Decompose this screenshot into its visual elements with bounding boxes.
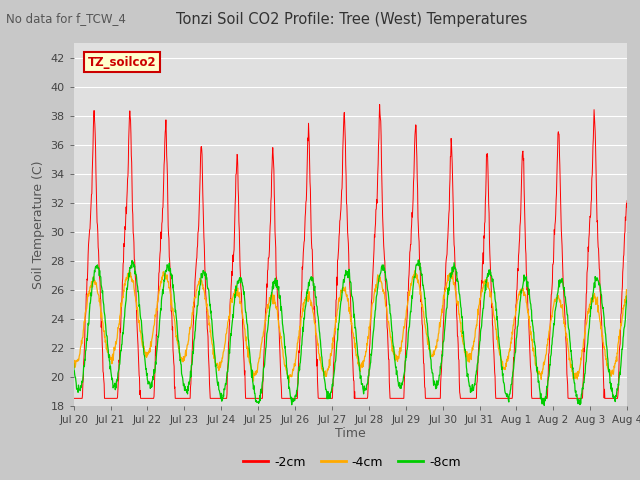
Text: Tonzi Soil CO2 Profile: Tree (West) Temperatures: Tonzi Soil CO2 Profile: Tree (West) Temp… [176, 12, 528, 27]
Legend: -2cm, -4cm, -8cm: -2cm, -4cm, -8cm [238, 451, 466, 474]
Y-axis label: Soil Temperature (C): Soil Temperature (C) [32, 160, 45, 288]
Text: No data for f_TCW_4: No data for f_TCW_4 [6, 12, 126, 25]
X-axis label: Time: Time [335, 427, 366, 441]
Text: TZ_soilco2: TZ_soilco2 [88, 56, 156, 69]
